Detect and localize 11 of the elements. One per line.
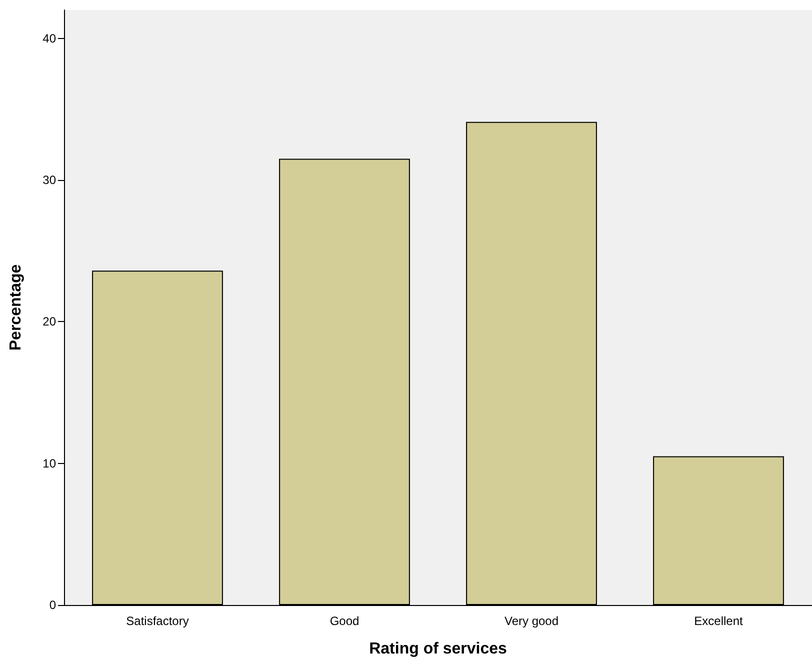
x-tick-label: Good: [330, 614, 360, 628]
y-tick-label: 20: [42, 314, 56, 329]
y-axis-title: Percentage: [8, 264, 24, 351]
y-tick-label: 0: [49, 598, 56, 612]
x-tick-label: Very good: [504, 614, 559, 628]
y-tick-label: 10: [42, 456, 56, 470]
x-axis-title: Rating of services: [369, 640, 508, 658]
x-tick-label: Excellent: [694, 614, 744, 628]
y-tick-label: 40: [42, 31, 56, 46]
y-tick-label: 30: [42, 173, 56, 187]
x-tick-label: Satisfactory: [126, 614, 189, 628]
